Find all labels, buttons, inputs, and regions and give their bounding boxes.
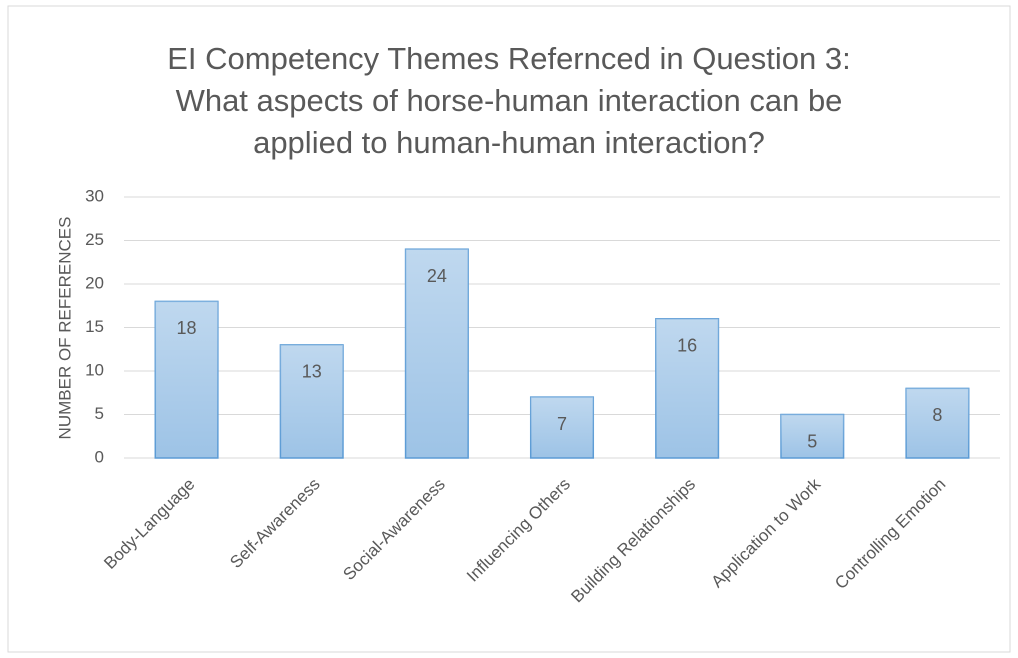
- x-tick-label: Influencing Others: [463, 475, 574, 586]
- y-tick-label: 25: [85, 230, 104, 249]
- chart-border: [7, 5, 1011, 653]
- x-tick-label: Self-Awareness: [226, 475, 323, 572]
- y-tick-label: 15: [85, 317, 104, 336]
- y-tick-label: 10: [85, 360, 104, 379]
- y-tick-label: 20: [85, 273, 104, 292]
- y-tick-label: 30: [85, 186, 104, 205]
- data-label: 5: [807, 431, 817, 451]
- x-tick-label: Building Relationships: [567, 475, 699, 607]
- data-label: 24: [427, 266, 447, 286]
- y-tick-label: 0: [95, 447, 104, 466]
- y-axis-label: NUMBER OF REFERENCES: [55, 217, 74, 440]
- x-tick-label: Controlling Emotion: [831, 475, 949, 593]
- data-label: 18: [177, 318, 197, 338]
- x-tick-label: Application to Work: [708, 474, 825, 591]
- x-tick-label: Social-Awareness: [339, 475, 448, 584]
- data-label: 16: [677, 336, 697, 356]
- x-tick-label: Body-Language: [100, 475, 198, 573]
- data-label: 8: [932, 405, 942, 425]
- data-label: 13: [302, 362, 322, 382]
- data-label: 7: [557, 414, 567, 434]
- chart-title: EI Competency Themes Refernced in Questi…: [167, 41, 851, 160]
- y-tick-label: 5: [95, 404, 104, 423]
